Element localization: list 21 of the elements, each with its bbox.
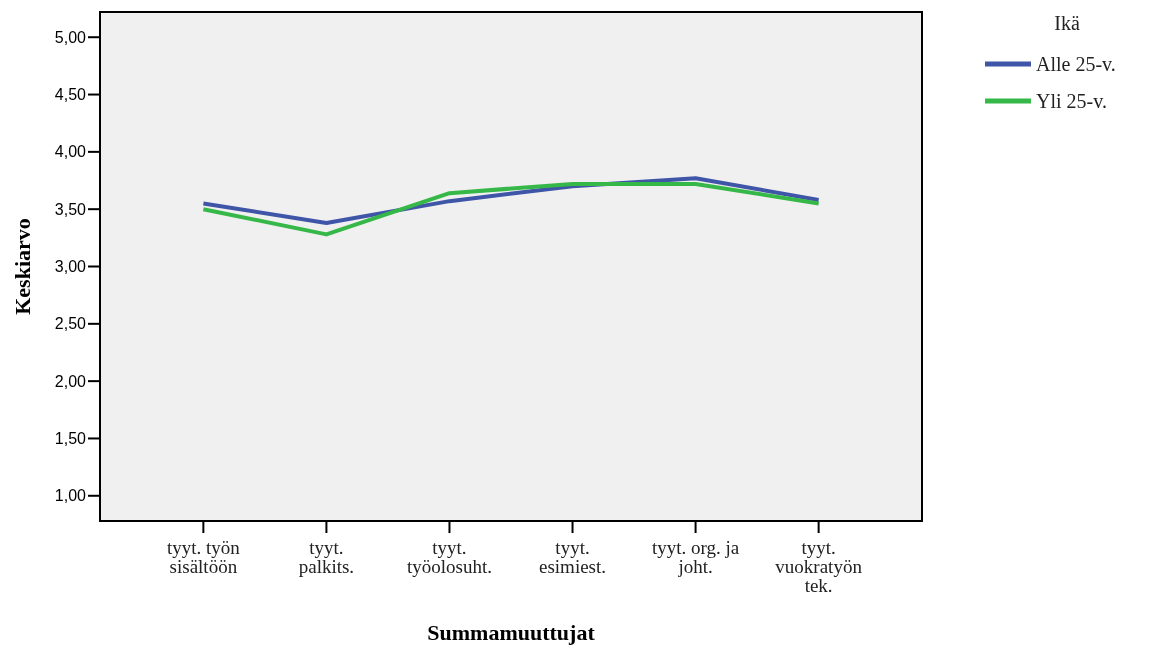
- x-tick-label: tyyt. vuokratyön tek.: [775, 537, 863, 596]
- x-tick-label: tyyt. työolosuht.: [406, 537, 492, 577]
- x-tick-label: tyyt. org. ja joht.: [651, 537, 740, 577]
- y-tick-label: 1,50: [54, 430, 87, 448]
- y-tick-label: 4,50: [54, 86, 87, 104]
- y-axis-title: Keskiarvo: [10, 218, 35, 315]
- y-tick-label: 2,50: [54, 315, 87, 333]
- x-axis-title: Summamuuttujat: [427, 620, 596, 645]
- legend-label: Yli 25-v.: [1036, 90, 1107, 112]
- x-tick-label: tyyt. palkits.: [298, 537, 355, 577]
- line-series: [201, 181, 821, 237]
- x-tick-label: tyyt. esimiest.: [539, 537, 607, 577]
- legend-label: Alle 25-v.: [1036, 53, 1116, 75]
- y-tick-label: 5,00: [54, 28, 87, 46]
- y-tick-label: 3,50: [54, 200, 87, 218]
- y-tick-label: 3,00: [54, 258, 87, 276]
- y-tick-label: 2,00: [54, 372, 87, 390]
- legend-title: Ikä: [1054, 12, 1080, 34]
- x-tick-label: tyyt. työn sisältöön: [166, 537, 241, 577]
- y-tick-label: 4,00: [54, 143, 87, 161]
- y-tick-label: 1,00: [54, 487, 87, 505]
